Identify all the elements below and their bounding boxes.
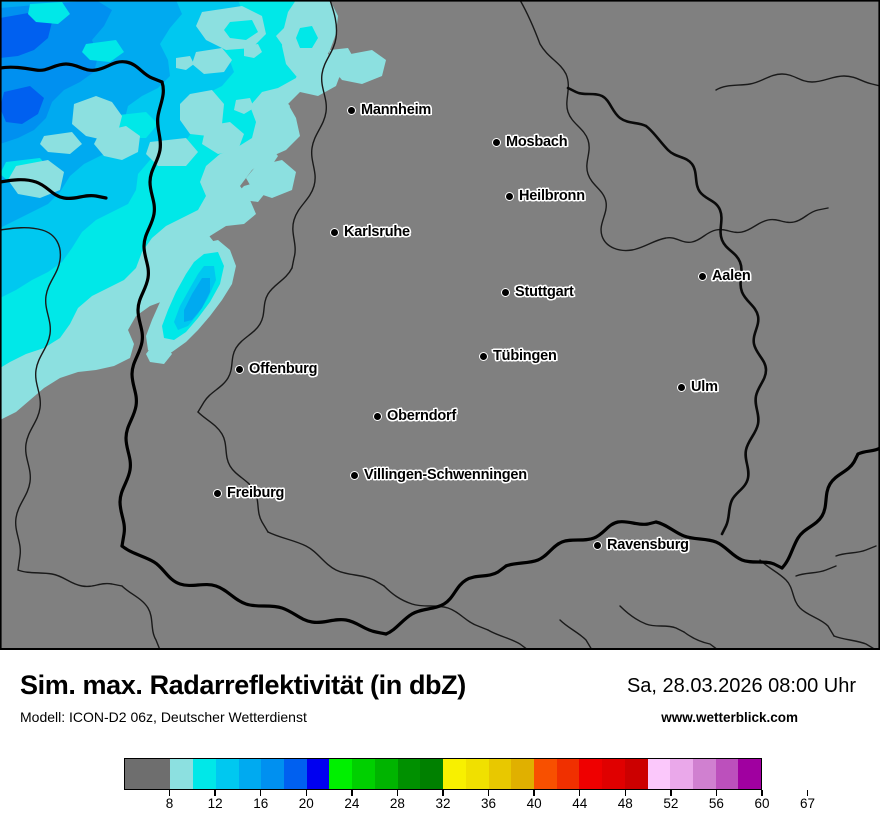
- colorbar-cell: [420, 759, 444, 789]
- colorbar-cell: [147, 759, 171, 789]
- colorbar-tick-label: 44: [572, 796, 588, 811]
- precip-patch-odenwald-10: [256, 94, 290, 122]
- colorbar-tickmark: [487, 790, 490, 796]
- colorbar-tick-label: 48: [617, 796, 633, 811]
- map-canvas: [0, 0, 880, 648]
- precip-patch-odenwald-8: [202, 122, 244, 154]
- precip-patch-odenwald-3: [192, 48, 232, 74]
- source-website-label: www.wetterblick.com: [661, 710, 798, 725]
- colorbar-tickmark: [396, 790, 399, 796]
- colorbar-tick-label: 12: [207, 796, 223, 811]
- colorbar-tickmark: [259, 790, 262, 796]
- precip-speckle-nw-3: [40, 132, 82, 154]
- colorbar-tick-label: 28: [389, 796, 405, 811]
- colorbar-tick-label: 36: [481, 796, 497, 811]
- colorbar-tick-label: 67: [800, 796, 816, 811]
- colorbar-cell: [670, 759, 693, 789]
- admin-boundaries-thin: [0, 0, 880, 648]
- precip-patch-odenwald-9: [242, 144, 278, 168]
- colorbar-tickmark: [578, 790, 581, 796]
- colorbar-cell: [329, 759, 353, 789]
- colorbar-tick-label: 16: [253, 796, 269, 811]
- colorbar-tickmark: [168, 790, 171, 796]
- page-title: Sim. max. Radarreflektivität (in dbZ): [20, 670, 466, 700]
- precip-patch-ne-of-mannheim: [332, 50, 386, 84]
- colorbar-cell: [647, 759, 671, 789]
- colorbar-cell: [465, 759, 489, 789]
- colorbar-cell: [193, 759, 216, 789]
- colorbar-tick-label: 60: [754, 796, 770, 811]
- precip-streak-rhine-1: [72, 96, 122, 140]
- model-subtitle: Modell: ICON-D2 06z, Deutscher Wetterdie…: [20, 709, 307, 725]
- dbz-colorbar: [124, 758, 762, 790]
- national-borders-thick: [0, 60, 880, 636]
- colorbar-cell: [125, 759, 148, 789]
- colorbar-cell: [556, 759, 580, 789]
- colorbar-tick-label: 24: [344, 796, 360, 811]
- colorbar-tickmark: [351, 790, 353, 796]
- precip-patch-odenwald-5: [180, 90, 224, 136]
- precip-speckle-nw-1: [28, 2, 70, 24]
- colorbar-cell: [579, 759, 603, 789]
- colorbar-cell: [533, 759, 557, 789]
- precip-patch-odenwald-13: [238, 182, 266, 202]
- colorbar-tickmark: [761, 790, 763, 796]
- colorbar-cell: [624, 759, 648, 789]
- precip-patch-odenwald-7: [234, 98, 254, 114]
- precip-patch-odenwald-4: [176, 56, 194, 70]
- precip-streak-rhine-3: [8, 160, 64, 198]
- colorbar-cell: [170, 759, 194, 789]
- colorbar-tick-label: 52: [663, 796, 679, 811]
- dbz-colorbar-ticks: 8 12 16 20 24 28 32 36 40 44 48 52 56 60 67: [124, 790, 815, 824]
- colorbar-tickmark: [442, 790, 444, 796]
- colorbar-tickmark: [533, 790, 535, 796]
- colorbar-cell: [443, 759, 466, 789]
- valid-time-label: Sa, 28.03.2026 08:00 Uhr: [626, 675, 856, 697]
- colorbar-cell: [215, 759, 239, 789]
- precip-cell-blackforest-core2: [184, 278, 210, 322]
- colorbar-tick-label: 32: [435, 796, 451, 811]
- footer-panel: Sim. max. Radarreflektivität (in dbZ) Mo…: [0, 650, 880, 830]
- colorbar-cell: [374, 759, 398, 789]
- colorbar-cell: [488, 759, 512, 789]
- colorbar-cell: [738, 759, 762, 789]
- colorbar-tickmark: [715, 790, 718, 796]
- colorbar-tickmark: [670, 790, 672, 796]
- colorbar-tickmark: [806, 790, 809, 796]
- precip-patch-odenwald-6: [244, 44, 262, 58]
- precip-core-nw-a: [0, 12, 52, 58]
- colorbar-cell: [261, 759, 285, 789]
- colorbar-tickmark: [214, 790, 216, 796]
- precip-streak-rhine-2: [94, 126, 140, 160]
- map-frame: [0, 0, 880, 648]
- state-border-bw: [566, 86, 768, 536]
- precip-cell-blackforest-tail: [184, 232, 214, 252]
- colorbar-tick-label: 20: [298, 796, 314, 811]
- colorbar-cell: [692, 759, 716, 789]
- colorbar-cell: [397, 759, 421, 789]
- radar-map-panel[interactable]: Mannheim Mosbach Heilbronn Karlsruhe Aalen St…: [0, 0, 880, 650]
- colorbar-cell: [602, 759, 625, 789]
- colorbar-cell: [715, 759, 739, 789]
- precip-patch-odenwald-11: [266, 120, 298, 144]
- colorbar-tick-label: 56: [708, 796, 724, 811]
- precip-blob-mannheim-core: [296, 26, 318, 48]
- precip-core-nw-b: [0, 86, 44, 124]
- colorbar-cell: [352, 759, 375, 789]
- colorbar-cell: [306, 759, 330, 789]
- colorbar-tick-label: 40: [526, 796, 542, 811]
- precip-speckle-nw-2: [82, 40, 124, 62]
- colorbar-tick-label: 8: [165, 796, 174, 811]
- precip-patch-odenwald-2: [224, 20, 258, 40]
- colorbar-cell: [511, 759, 534, 789]
- colorbar-cell: [238, 759, 262, 789]
- colorbar-cell: [284, 759, 307, 789]
- precip-cell-blackforest-tip: [146, 344, 172, 364]
- precipitation-layer: [0, 0, 386, 420]
- colorbar-tickmark: [624, 790, 627, 796]
- colorbar-tickmark: [305, 790, 308, 796]
